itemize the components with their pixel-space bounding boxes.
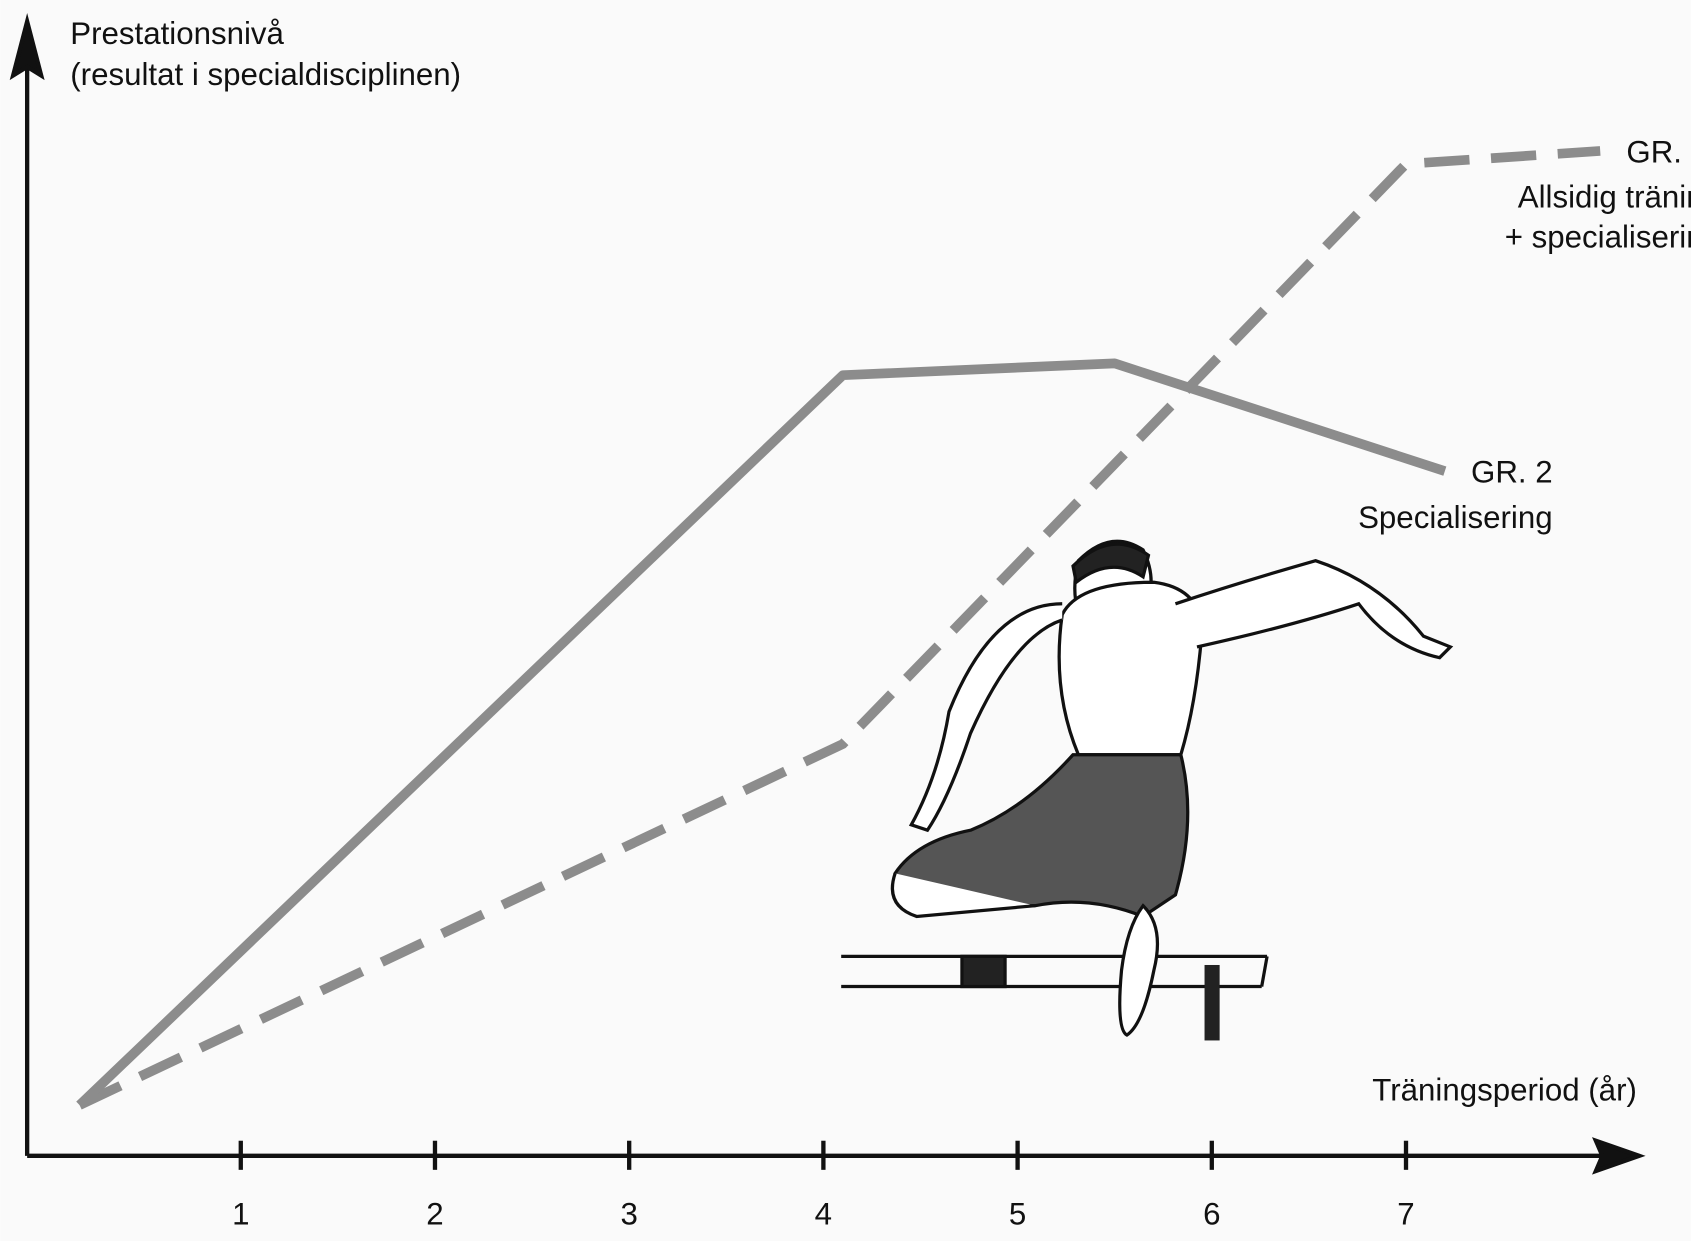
x-tick-label: 4 [815, 1196, 832, 1231]
series-label: GR. 1 [1626, 134, 1691, 169]
x-axis-label: Träningsperiod (år) [1372, 1072, 1637, 1107]
background [0, 0, 1691, 1241]
x-tick-label: 7 [1397, 1196, 1414, 1231]
y-axis-label: Prestationsnivå [70, 16, 284, 51]
x-tick-label: 6 [1203, 1196, 1220, 1231]
x-tick-label: 1 [232, 1196, 249, 1231]
chart: Prestationsnivå (resultat i specialdiscip… [0, 0, 1691, 1241]
x-tick-label: 2 [426, 1196, 443, 1231]
x-tick-label: 5 [1009, 1196, 1026, 1231]
x-tick-label: 3 [620, 1196, 637, 1231]
series-description: Allsidig träning [1518, 180, 1691, 215]
series-description: Specialisering [1358, 500, 1553, 535]
series-description: + specialisering [1505, 220, 1691, 255]
y-axis-label: (resultat i specialdisciplinen) [70, 57, 461, 92]
series-label: GR. 2 [1471, 455, 1553, 490]
